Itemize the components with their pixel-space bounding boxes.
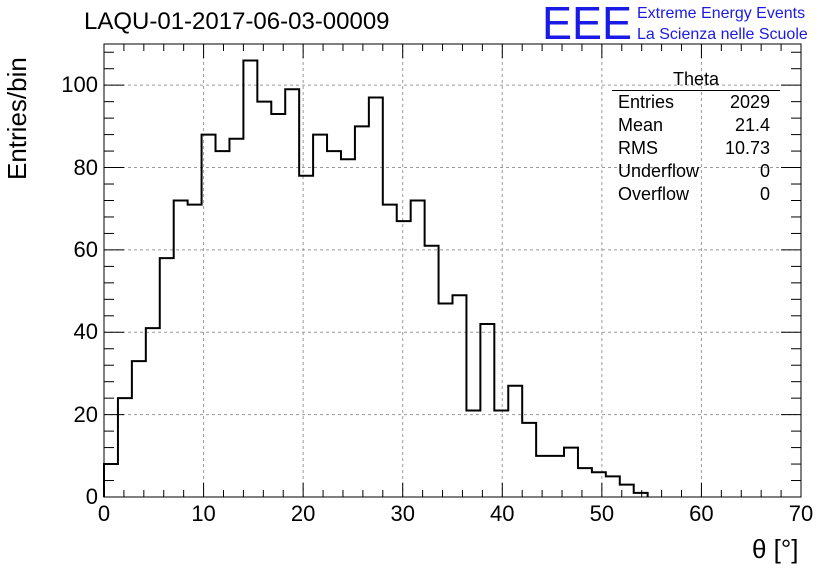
- x-tick-label: 0: [97, 501, 111, 526]
- x-tick-label: 40: [490, 501, 515, 526]
- histogram-bin: [494, 411, 508, 497]
- stats-value: 21.4: [734, 115, 770, 135]
- histogram-bin: [522, 423, 536, 497]
- histogram-bin: [620, 485, 634, 497]
- histogram-bin: [355, 126, 369, 497]
- histogram-bin: [397, 221, 411, 497]
- histogram-bin: [592, 472, 606, 497]
- histogram-bin: [257, 102, 271, 497]
- histogram-bins: [104, 60, 648, 497]
- histogram-bin: [341, 159, 355, 497]
- y-axis-label: Entries/bin: [2, 57, 32, 180]
- histogram-bin: [132, 361, 146, 497]
- y-tick-label: 40: [73, 319, 98, 345]
- grid-lines: [104, 44, 801, 497]
- stats-label: Overflow: [618, 184, 690, 204]
- histogram-bin: [299, 176, 313, 497]
- histogram-bin: [229, 139, 243, 497]
- stats-row-entries: Entries 2029: [612, 91, 780, 114]
- stats-row-overflow: Overflow 0: [612, 183, 780, 206]
- histogram-bin: [285, 89, 299, 497]
- histogram-bin: [425, 246, 439, 497]
- histogram-bin: [550, 456, 564, 497]
- y-tick-label: 60: [73, 236, 98, 262]
- histogram-bin: [411, 200, 425, 497]
- stats-box: Theta Entries 2029 Mean 21.4 RMS 10.73 U…: [612, 68, 780, 206]
- x-tick-label: 50: [589, 501, 615, 526]
- histogram-bin: [508, 386, 522, 497]
- histogram-bin: [369, 98, 383, 497]
- histogram-bin: [634, 493, 648, 497]
- histogram-bin: [146, 328, 160, 497]
- brand-line-2: La Scienza nelle Scuole: [637, 26, 808, 43]
- y-tick-label: 0: [85, 484, 98, 509]
- stats-label: Underflow: [618, 161, 700, 181]
- histogram-bin: [202, 135, 216, 497]
- histogram-bin: [216, 151, 230, 497]
- histogram-bin: [480, 324, 494, 497]
- histogram-bin: [174, 200, 188, 497]
- x-axis-label: θ [°]: [752, 534, 799, 564]
- y-tick-label: 80: [73, 154, 98, 180]
- stats-box-title: Theta: [612, 68, 780, 91]
- histogram-bin: [313, 135, 327, 497]
- histogram-bin: [606, 476, 620, 497]
- eee-logo: EEE: [542, 0, 632, 44]
- x-tick-label: 20: [290, 501, 316, 526]
- histogram-bin: [536, 456, 550, 497]
- histogram-bin: [188, 205, 202, 497]
- x-tick-label: 30: [390, 501, 415, 526]
- histogram-bin: [453, 295, 467, 497]
- histogram-bin: [578, 468, 592, 497]
- x-tick-label: 60: [689, 501, 714, 526]
- x-tick-label: 70: [788, 501, 814, 526]
- y-tick-label: 100: [61, 72, 98, 98]
- histogram-series: [103, 59, 649, 497]
- x-tick-label: 10: [191, 501, 216, 526]
- histogram-bin: [466, 411, 480, 497]
- histogram-bin: [160, 258, 174, 497]
- brand-line-1: Extreme Energy Events: [637, 5, 806, 22]
- stats-value: 0: [759, 184, 770, 204]
- histogram-bin: [271, 114, 285, 497]
- stats-row-rms: RMS 10.73: [612, 137, 780, 160]
- axis-ticks: [103, 44, 802, 498]
- histogram-bin: [383, 205, 397, 497]
- stats-row-mean: Mean 21.4: [612, 114, 780, 137]
- brand-text: Extreme Energy Events La Scienza nelle S…: [637, 3, 808, 45]
- stats-value: 2029: [729, 92, 770, 112]
- stats-label: RMS: [618, 138, 658, 158]
- histogram-bin: [564, 448, 578, 497]
- histogram-bin: [243, 60, 257, 497]
- histogram-bin: [327, 151, 341, 497]
- stats-row-underflow: Underflow 0: [612, 160, 780, 183]
- stats-label: Mean: [618, 115, 664, 135]
- y-tick-label: 20: [73, 401, 98, 427]
- eee-logo-text: EEE: [542, 0, 632, 44]
- stats-label: Entries: [618, 92, 675, 112]
- chart-title: LAQU-01-2017-06-03-00009: [84, 8, 390, 35]
- histogram-bin: [118, 398, 132, 497]
- histogram-bin: [104, 464, 118, 497]
- stats-value: 10.73: [724, 138, 770, 158]
- histogram-bin: [439, 303, 453, 497]
- plot-frame: [103, 43, 802, 498]
- stats-value: 0: [759, 161, 770, 181]
